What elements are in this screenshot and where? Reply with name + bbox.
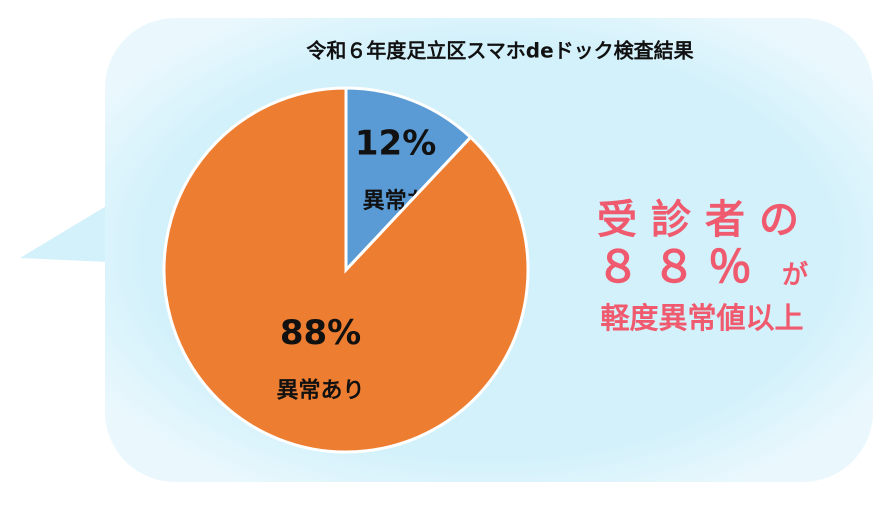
pie-slice bbox=[344, 86, 473, 274]
bubble-tail bbox=[20, 205, 108, 262]
annotation: ８８％ bbox=[596, 242, 764, 293]
chart-title: 令和６年度足立区スマホdeドック検査結果 bbox=[306, 39, 693, 63]
pie-slice bbox=[162, 86, 530, 454]
annotation: が bbox=[782, 260, 808, 291]
category-label: 異常あり bbox=[277, 377, 365, 403]
annotation: 受診者の bbox=[597, 197, 813, 243]
value-label: 12% bbox=[355, 123, 436, 163]
value-label: 88% bbox=[280, 313, 361, 353]
annotation: 軽度異常値以上 bbox=[600, 301, 803, 335]
